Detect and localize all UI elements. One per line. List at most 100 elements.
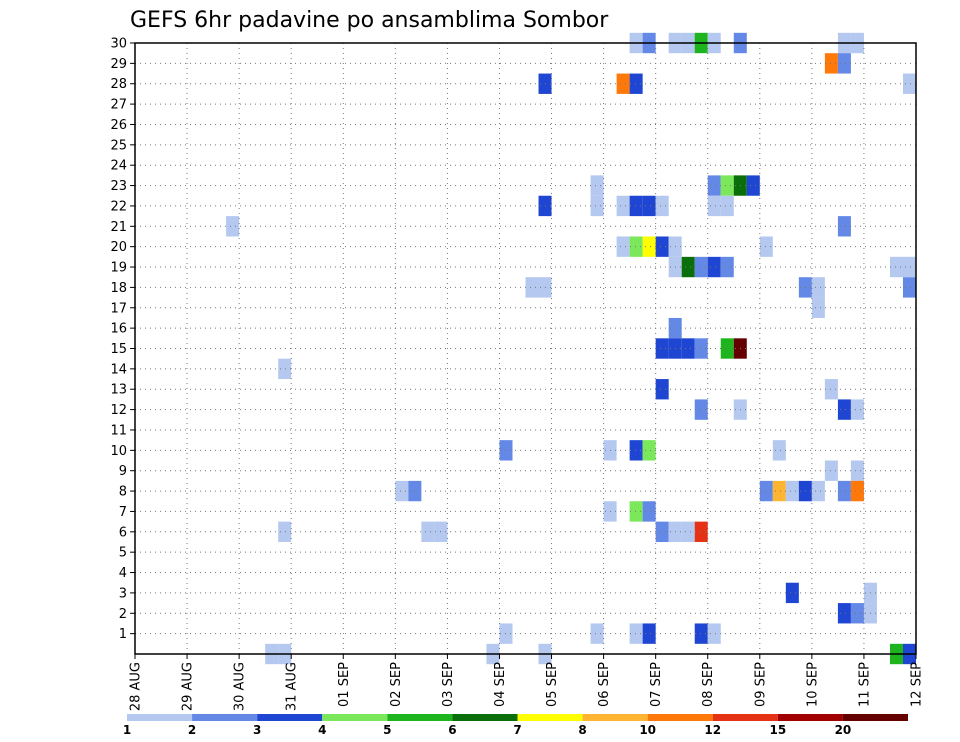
y-tick-label: 27 <box>110 98 127 113</box>
y-tick-label: 3 <box>119 586 127 601</box>
heatmap-cell <box>629 73 643 94</box>
legend-swatch <box>517 714 583 721</box>
y-tick-label: 16 <box>110 322 127 337</box>
heatmap-cell <box>642 623 656 644</box>
heatmap-cell <box>707 623 721 644</box>
legend-label: 1 <box>123 723 131 737</box>
legend-swatch <box>842 714 908 721</box>
y-tick-label: 11 <box>110 423 127 438</box>
heatmap-cells <box>226 32 916 665</box>
y-tick-label: 28 <box>110 77 127 92</box>
x-tick-label: 02 SEP <box>389 662 404 707</box>
heatmap-cell <box>421 521 435 542</box>
heatmap-cell <box>837 216 851 237</box>
legend-swatch <box>777 714 843 721</box>
y-tick-label: 1 <box>119 627 127 642</box>
heatmap-cell <box>655 379 669 400</box>
heatmap-cell <box>642 236 656 257</box>
y-tick-label: 9 <box>119 464 127 479</box>
heatmap-cell <box>629 623 643 644</box>
legend-label: 7 <box>513 723 521 737</box>
heatmap-cell <box>590 623 604 644</box>
legend-label: 12 <box>704 723 721 737</box>
heatmap-cell <box>681 521 695 542</box>
heatmap-cell <box>707 256 721 278</box>
y-tick-label: 21 <box>110 220 127 235</box>
heatmap-cell <box>811 297 825 318</box>
heatmap-cell <box>642 440 656 461</box>
heatmap-cell <box>525 277 539 298</box>
heatmap-cell <box>837 399 851 420</box>
heatmap-cell <box>395 480 409 502</box>
x-tick-label: 07 SEP <box>649 662 664 707</box>
legend-swatch <box>582 714 648 721</box>
legend-label: 20 <box>835 723 852 737</box>
heatmap-cell <box>811 277 825 298</box>
legend-swatch <box>322 714 388 721</box>
y-tick-label: 18 <box>110 281 127 296</box>
heatmap-cell <box>694 399 708 420</box>
y-tick-label: 24 <box>110 159 127 174</box>
chart-title: GEFS 6hr padavine po ansamblima Sombor <box>130 8 609 33</box>
heatmap-cell <box>785 582 799 604</box>
heatmap-cell <box>824 379 838 400</box>
y-tick-label: 8 <box>119 485 127 500</box>
y-tick-label: 5 <box>119 546 127 561</box>
heatmap-cell <box>655 236 669 257</box>
legend-label: 10 <box>639 723 656 737</box>
legend-swatch <box>647 714 713 721</box>
heatmap-cell <box>889 256 903 278</box>
heatmap-cell <box>707 175 721 196</box>
legend-swatch <box>127 714 193 721</box>
heatmap-cell <box>278 358 292 380</box>
heatmap-cell <box>850 460 864 481</box>
heatmap-cell <box>837 53 851 74</box>
legend-label: 8 <box>578 723 586 737</box>
legend-swatch <box>712 714 778 721</box>
y-axis: 1234567891011121314151617181920212223242… <box>110 37 135 642</box>
y-tick-label: 30 <box>110 37 127 52</box>
y-tick-label: 4 <box>119 566 127 581</box>
y-tick-label: 17 <box>110 301 127 316</box>
heatmap-cell <box>785 480 799 502</box>
heatmap-cell <box>902 73 916 94</box>
heatmap-cell <box>850 399 864 420</box>
heatmap-cell <box>824 53 838 74</box>
y-tick-label: 10 <box>110 444 127 459</box>
x-tick-label: 31 AUG <box>285 662 300 711</box>
y-tick-label: 23 <box>110 179 127 194</box>
y-tick-label: 20 <box>110 240 127 255</box>
heatmap-cell <box>629 440 643 461</box>
heatmap-cell <box>629 195 643 217</box>
heatmap-cell <box>655 521 669 542</box>
heatmap-cell <box>902 256 916 278</box>
x-tick-label: 01 SEP <box>337 662 352 707</box>
y-tick-label: 25 <box>110 138 127 153</box>
x-tick-label: 29 AUG <box>181 662 196 711</box>
legend-swatch <box>452 714 518 721</box>
x-tick-label: 05 SEP <box>545 662 560 707</box>
y-tick-label: 7 <box>119 505 127 520</box>
heatmap-cell <box>720 175 734 196</box>
heatmap-cell <box>226 216 240 237</box>
heatmap-cell <box>590 195 604 217</box>
heatmap-cell <box>629 501 643 522</box>
heatmap-cell <box>616 195 630 217</box>
heatmap-cell <box>720 195 734 217</box>
heatmap-cell <box>694 623 708 644</box>
heatmap-cell <box>720 256 734 278</box>
heatmap-cell <box>824 460 838 481</box>
color-legend: 1 2 3 4 5 6 7 8 10 12 15 20 <box>123 714 908 737</box>
heatmap-cell <box>850 480 864 502</box>
legend-swatch <box>192 714 258 721</box>
heatmap-cell <box>850 603 864 624</box>
heatmap-cell <box>772 440 786 461</box>
heatmap-cell <box>694 521 708 542</box>
heatmap-cell <box>707 195 721 217</box>
legend-label: 2 <box>188 723 196 737</box>
x-tick-label: 28 AUG <box>129 662 144 711</box>
y-tick-label: 19 <box>110 261 127 276</box>
heatmap-cell <box>629 236 643 257</box>
heatmap-cell <box>694 256 708 278</box>
y-tick-label: 6 <box>119 525 127 540</box>
